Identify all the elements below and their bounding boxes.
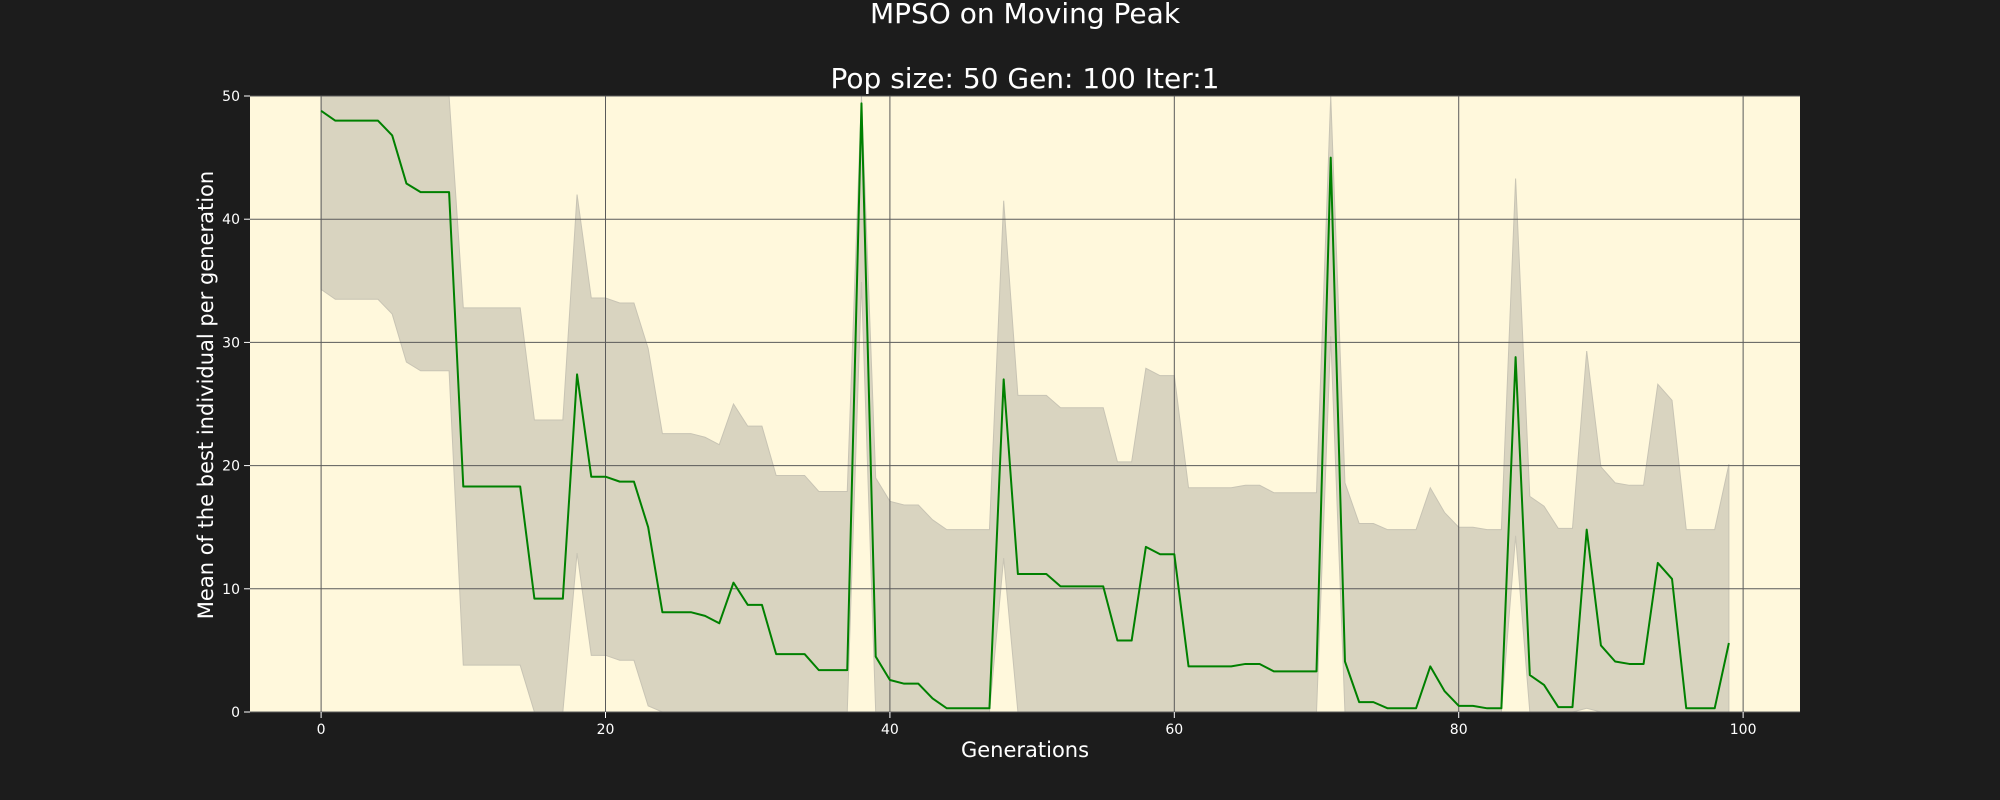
y-axis-ticks: 0 10 20 30 40 50: [222, 89, 250, 721]
data-points: [321, 103, 1729, 709]
y-tick-label-20: 20: [222, 459, 240, 475]
x-tick-label-0: 0: [317, 722, 326, 738]
x-tick-label-80: 80: [1450, 722, 1468, 738]
x-tick-label-20: 20: [597, 722, 615, 738]
x-axis-label: Generations: [961, 738, 1089, 762]
y-tick-label-10: 10: [222, 582, 240, 598]
y-tick-label-40: 40: [222, 212, 240, 228]
x-axis-ticks: 0 20 40 60 80 100: [317, 712, 1757, 738]
y-tick-label-30: 30: [222, 335, 240, 351]
x-tick-label-60: 60: [1165, 722, 1183, 738]
grid: [250, 95, 1800, 713]
x-tick-label-100: 100: [1730, 722, 1757, 738]
y-tick-label-0: 0: [231, 705, 240, 721]
mean-line: [320, 102, 1730, 710]
chart-subtitle: Pop size: 50 Gen: 100 Iter:1: [831, 62, 1220, 95]
chart-title: MPSO on Moving Peak: [870, 0, 1181, 30]
y-tick-label-50: 50: [222, 89, 240, 105]
y-axis-label: Mean of the best individual per generati…: [194, 171, 218, 619]
x-tick-label-40: 40: [881, 722, 899, 738]
